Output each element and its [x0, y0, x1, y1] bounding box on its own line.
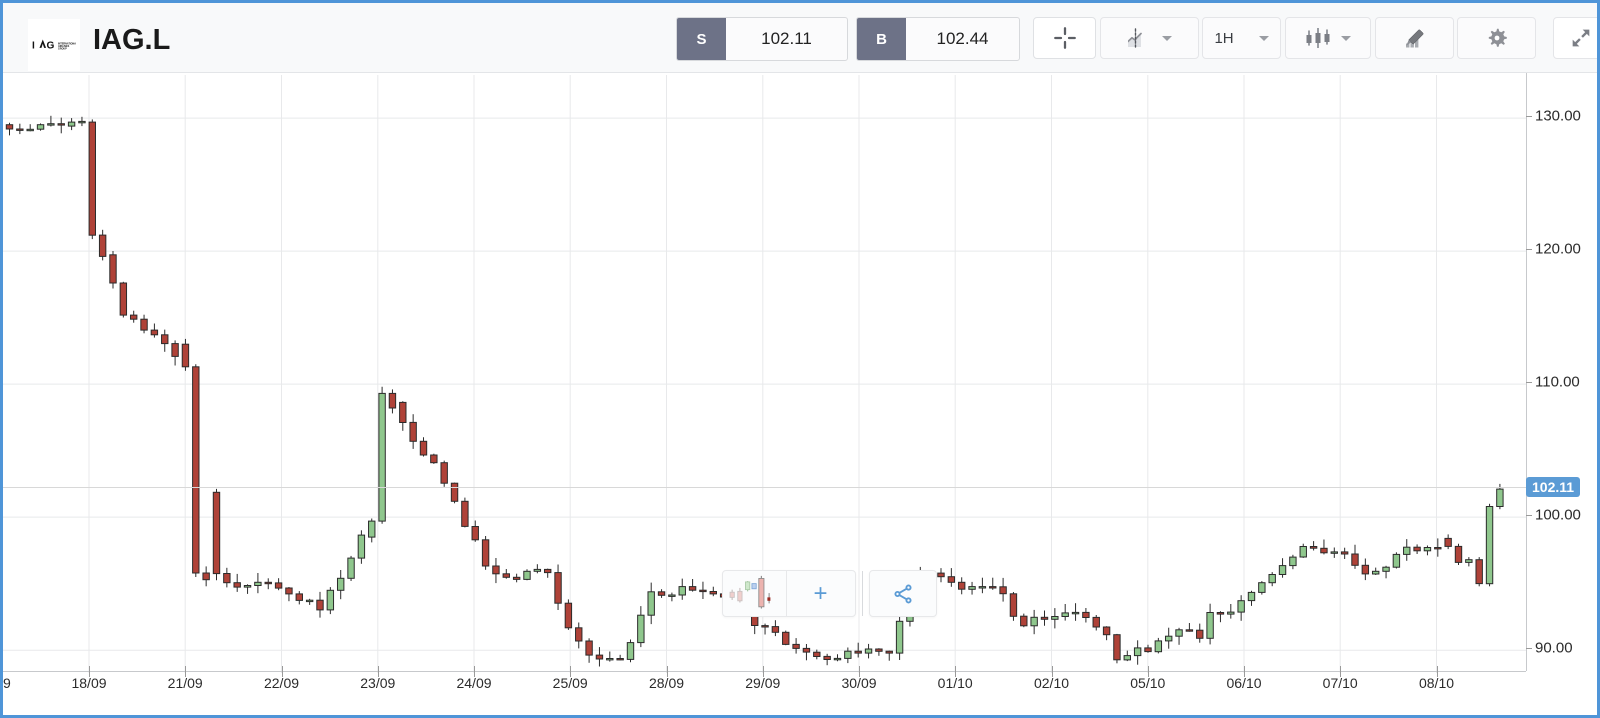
svg-text:GROUP: GROUP [58, 47, 67, 50]
svg-text:I: I [32, 40, 35, 51]
svg-text:G: G [47, 40, 55, 51]
